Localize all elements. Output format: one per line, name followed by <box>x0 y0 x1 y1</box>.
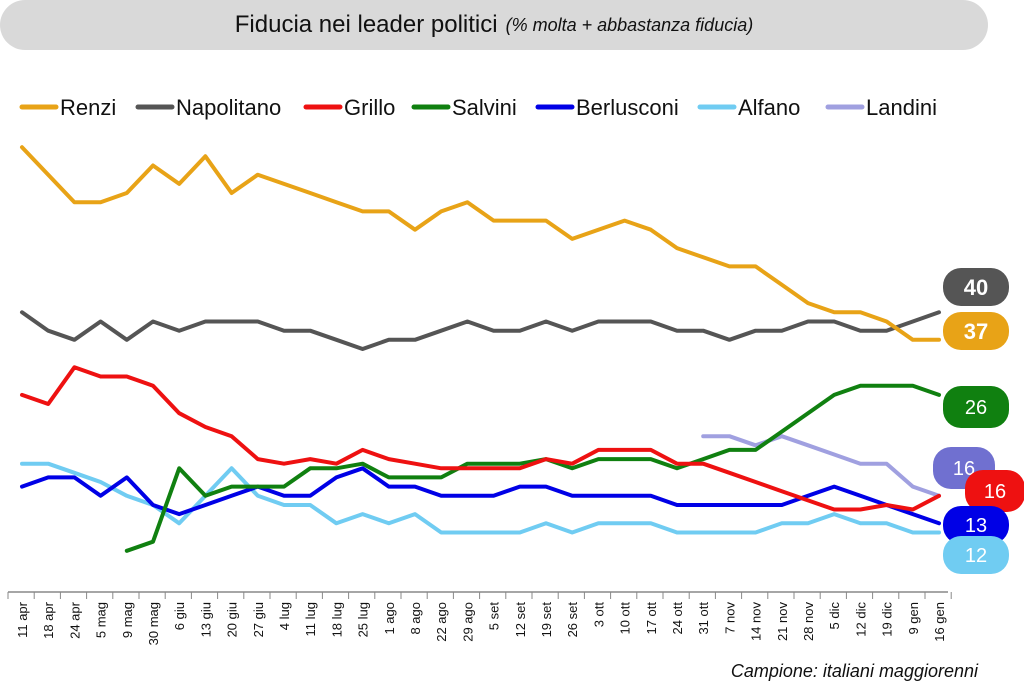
legend-label: Renzi <box>60 95 116 120</box>
end-label-salvini: 26 <box>943 386 1009 428</box>
legend-item-grillo: Grillo <box>303 95 395 120</box>
legend-item-napolitano: Napolitano <box>135 95 281 120</box>
legend-item-berlusconi: Berlusconi <box>535 95 679 120</box>
x-tick-label: 14 nov <box>749 602 764 642</box>
series-line-berlusconi <box>20 466 941 526</box>
legend-label: Alfano <box>738 95 800 120</box>
x-tick-label: 8 ago <box>408 602 423 635</box>
x-tick-label: 7 nov <box>722 602 737 634</box>
end-label-grillo: 16 <box>965 470 1024 512</box>
x-tick-label: 16 gen <box>932 602 947 642</box>
x-tick-label: 3 ott <box>591 602 606 628</box>
series-line-alfano <box>20 461 941 535</box>
x-tick-label: 27 giu <box>251 602 266 637</box>
x-tick-label: 31 ott <box>696 602 711 635</box>
x-tick-label: 17 ott <box>644 602 659 635</box>
end-label-value: 40 <box>964 275 988 300</box>
x-tick-label: 29 ago <box>460 602 475 642</box>
x-tick-label: 12 set <box>513 602 528 638</box>
legend: Renzi Napolitano Grillo Salvini Berlusconi Al… <box>19 95 937 120</box>
series-lines <box>20 145 941 553</box>
x-tick-label: 22 ago <box>434 602 449 642</box>
x-tick-label: 30 mag <box>146 602 161 645</box>
x-tick-label: 19 dic <box>880 602 895 637</box>
series-line-landini <box>701 434 941 498</box>
x-tick-label: 11 apr <box>15 601 30 638</box>
end-label-badge <box>943 506 1009 544</box>
legend-item-salvini: Salvini <box>411 95 517 120</box>
series-line-renzi <box>20 145 941 342</box>
legend-label: Landini <box>866 95 937 120</box>
legend-label: Berlusconi <box>576 95 679 120</box>
legend-item-landini: Landini <box>825 95 937 120</box>
chart-title-bar: Fiducia nei leader politici (% molta + a… <box>0 0 988 50</box>
end-labels: 40 37 26 16 16 13 12 <box>933 268 1024 574</box>
x-tick-label: 9 gen <box>906 602 921 635</box>
end-label-badge <box>943 268 1009 306</box>
x-tick-label: 11 lug <box>303 602 318 636</box>
series-line-grillo <box>20 365 941 512</box>
x-tick-label: 4 lug <box>277 602 292 630</box>
series-line-napolitano <box>20 310 941 351</box>
chart-title: Fiducia nei leader politici <box>234 11 498 38</box>
x-tick-label: 25 lug <box>356 602 371 637</box>
end-label-badge <box>965 470 1024 512</box>
x-tick-label: 20 giu <box>225 602 240 637</box>
end-label-value: 12 <box>965 545 987 567</box>
x-tick-label: 1 ago <box>382 602 397 635</box>
x-tick-label: 10 ott <box>618 602 633 635</box>
end-label-value: 26 <box>965 397 987 419</box>
x-tick-label: 12 dic <box>853 602 868 637</box>
legend-label: Grillo <box>344 95 395 120</box>
x-tick-label: 26 set <box>565 602 580 638</box>
x-tick-label: 5 set <box>487 602 502 631</box>
end-label-badge <box>943 386 1009 428</box>
x-tick-label: 18 apr <box>41 601 56 639</box>
series-line-salvini <box>124 383 941 553</box>
end-label-value: 37 <box>964 319 988 344</box>
x-tick-label: 18 lug <box>329 602 344 637</box>
x-tick-label: 6 giu <box>172 602 187 630</box>
end-label-badge <box>943 312 1009 350</box>
end-label-value: 16 <box>984 481 1006 503</box>
end-label-badge <box>943 536 1009 574</box>
x-tick-label: 21 nov <box>775 602 790 642</box>
x-tick-label: 24 apr <box>67 601 82 639</box>
legend-item-renzi: Renzi <box>19 95 116 120</box>
legend-label: Salvini <box>452 95 517 120</box>
legend-label: Napolitano <box>176 95 281 120</box>
x-tick-label: 24 ott <box>670 602 685 635</box>
legend-item-alfano: Alfano <box>697 95 800 120</box>
x-axis: 11 apr 18 apr 24 apr 5 mag 9 mag 30 mag 6 giu 1… <box>7 591 952 645</box>
end-label-berlusconi: 13 <box>943 506 1009 544</box>
chart-subtitle: (% molta + abbastanza fiducia) <box>505 14 754 35</box>
x-tick-label: 28 nov <box>801 602 816 642</box>
x-tick-label: 5 mag <box>94 602 109 638</box>
x-tick-label: 9 mag <box>120 602 135 638</box>
end-label-value: 13 <box>965 515 987 537</box>
end-label-napolitano: 40 <box>943 268 1009 306</box>
end-label-alfano: 12 <box>943 536 1009 574</box>
x-tick-label: 19 set <box>539 602 554 638</box>
chart-footnote: Campione: italiani maggiorenni <box>730 661 978 681</box>
x-tick-label: 5 dic <box>827 602 842 630</box>
end-label-renzi: 37 <box>943 312 1009 350</box>
x-tick-label: 13 giu <box>198 602 213 637</box>
end-label-value: 16 <box>953 458 975 480</box>
